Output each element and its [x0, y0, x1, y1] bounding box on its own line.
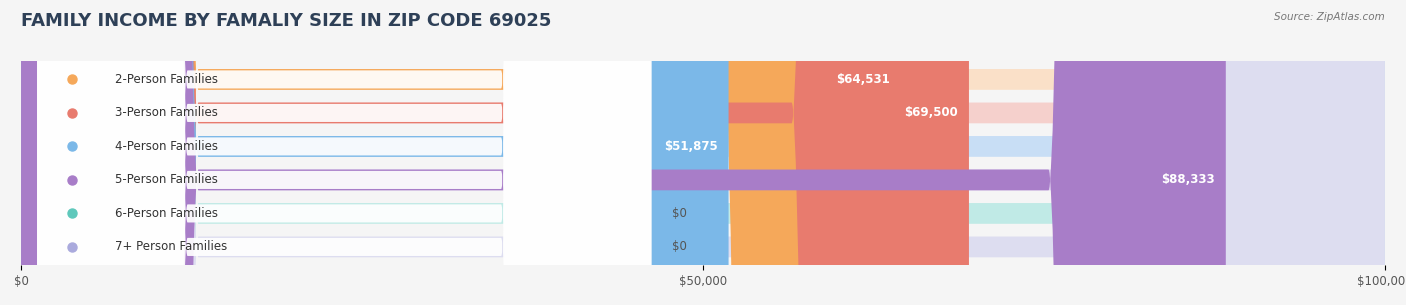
Text: 2-Person Families: 2-Person Families [115, 73, 218, 86]
Text: FAMILY INCOME BY FAMALIY SIZE IN ZIP CODE 69025: FAMILY INCOME BY FAMALIY SIZE IN ZIP COD… [21, 12, 551, 30]
FancyBboxPatch shape [21, 0, 1385, 305]
Text: 6-Person Families: 6-Person Families [115, 207, 218, 220]
FancyBboxPatch shape [21, 0, 1385, 305]
FancyBboxPatch shape [38, 0, 651, 305]
Text: Source: ZipAtlas.com: Source: ZipAtlas.com [1274, 12, 1385, 22]
FancyBboxPatch shape [38, 0, 651, 305]
FancyBboxPatch shape [38, 0, 651, 305]
FancyBboxPatch shape [38, 0, 651, 305]
FancyBboxPatch shape [21, 0, 1385, 305]
Text: $0: $0 [672, 207, 686, 220]
FancyBboxPatch shape [21, 0, 728, 305]
Text: $0: $0 [672, 240, 686, 253]
FancyBboxPatch shape [21, 0, 1385, 305]
Text: 5-Person Families: 5-Person Families [115, 174, 218, 186]
FancyBboxPatch shape [21, 0, 1385, 305]
Text: 3-Person Families: 3-Person Families [115, 106, 218, 120]
Text: $69,500: $69,500 [904, 106, 957, 120]
FancyBboxPatch shape [38, 0, 651, 305]
Text: $51,875: $51,875 [664, 140, 717, 153]
Text: $64,531: $64,531 [837, 73, 890, 86]
Text: 4-Person Families: 4-Person Families [115, 140, 218, 153]
FancyBboxPatch shape [21, 0, 901, 305]
FancyBboxPatch shape [21, 0, 1385, 305]
Text: $88,333: $88,333 [1161, 174, 1215, 186]
FancyBboxPatch shape [21, 0, 969, 305]
FancyBboxPatch shape [21, 0, 1226, 305]
FancyBboxPatch shape [38, 0, 651, 305]
Text: 7+ Person Families: 7+ Person Families [115, 240, 228, 253]
